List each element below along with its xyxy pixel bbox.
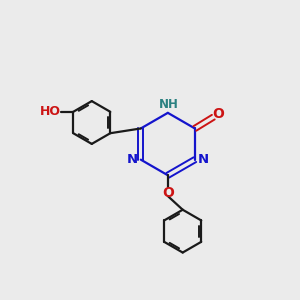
- Text: N: N: [127, 153, 138, 166]
- Text: NH: NH: [158, 98, 178, 111]
- Text: HO: HO: [40, 105, 61, 118]
- Text: O: O: [162, 186, 174, 200]
- Text: O: O: [213, 107, 225, 121]
- Text: N: N: [198, 153, 209, 166]
